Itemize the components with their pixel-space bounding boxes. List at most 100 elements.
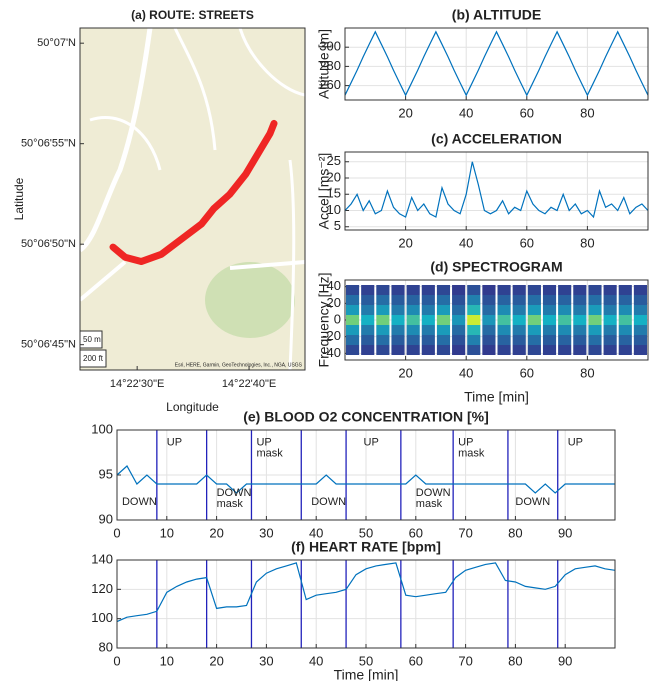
y-tick-label: -40: [322, 345, 341, 360]
spectrogram-cell: [512, 335, 526, 345]
y-tick-label: 50°06'45"N: [21, 339, 76, 351]
x-tick-label: 70: [458, 653, 472, 668]
spectrogram-cell: [558, 295, 572, 305]
spectrogram-cell: [542, 345, 557, 355]
x-tick-label: 90: [558, 525, 572, 540]
spectrogram-cell: [527, 295, 541, 305]
spectrogram-cell: [558, 305, 572, 315]
spectrogram-cell: [361, 285, 375, 295]
spectrogram-cell: [527, 315, 541, 325]
spectrogram-cell: [361, 305, 375, 315]
spectrogram-cell: [482, 285, 496, 295]
spectrogram-cell: [527, 285, 541, 295]
spectrogram-cell: [436, 295, 451, 305]
chart-title: (b) ALTITUDE: [452, 7, 541, 23]
spectrogram-cell: [558, 345, 572, 355]
spectrogram-cell: [542, 305, 557, 315]
spectrogram-cell: [633, 345, 647, 355]
spectrogram-cell: [482, 305, 496, 315]
spectrogram-cell: [467, 295, 481, 305]
chart-title: (d) SPECTROGRAM: [430, 259, 562, 275]
x-tick-label: 40: [459, 235, 473, 250]
x-tick-label: 30: [259, 653, 273, 668]
x-tick-label: 60: [520, 105, 534, 120]
x-axis-label: Time [min]: [464, 389, 529, 405]
spectrogram-cell: [421, 325, 435, 335]
spectrogram-cell: [406, 335, 420, 345]
spectrogram-cell: [436, 285, 451, 295]
spectrogram-cell: [376, 345, 390, 355]
spectrogram-cell: [512, 295, 526, 305]
y-tick-label: 20: [327, 169, 341, 184]
y-tick-label: 260: [319, 77, 341, 92]
spectrogram-cell: [376, 325, 390, 335]
spectrogram-cell: [482, 315, 496, 325]
y-tick-label: 80: [99, 639, 113, 654]
spectrogram-cell: [497, 305, 511, 315]
y-tick-label: 50°06'50"N: [21, 238, 76, 250]
spectrogram-cell: [421, 305, 435, 315]
y-tick-label: 90: [99, 511, 113, 526]
spectrogram-cell: [497, 345, 511, 355]
spectrogram-cell: [588, 315, 602, 325]
spectrogram-cell: [346, 345, 360, 355]
spectrogram-cell: [436, 305, 451, 315]
axes-frame: [79, 27, 306, 371]
spectrogram-cell: [376, 295, 390, 305]
spectrogram-cell: [421, 345, 435, 355]
spectrogram-cell: [467, 315, 481, 325]
spectrogram-cell: [603, 315, 617, 325]
spectrogram-cell: [482, 335, 496, 345]
y-tick-label: 40: [327, 278, 341, 293]
x-tick-label: 20: [209, 525, 223, 540]
x-tick-label: 40: [459, 365, 473, 380]
x-tick-label: 20: [398, 105, 412, 120]
spectrogram-cell: [346, 315, 360, 325]
annotation: DOWN: [217, 487, 252, 499]
spectrogram-cell: [633, 305, 647, 315]
spectrogram-cell: [452, 345, 466, 355]
spectrogram-cell: [391, 335, 405, 345]
x-tick-label: 10: [160, 525, 174, 540]
y-axis-label: Frequency [Hz]: [316, 273, 332, 368]
spectrogram-cell: [482, 295, 496, 305]
spectrogram-cell: [603, 335, 617, 345]
spectrogram-cell: [542, 335, 557, 345]
spectrogram-cell: [497, 315, 511, 325]
spectrogram-cell: [421, 335, 435, 345]
plot-area: [345, 152, 648, 230]
spectrogram-cell: [588, 305, 602, 315]
spectrogram-cell: [421, 295, 435, 305]
y-tick-label: 95: [99, 466, 113, 481]
spectrogram-cell: [361, 315, 375, 325]
spectrogram-cell: [391, 285, 405, 295]
chart-title: (f) HEART RATE [bpm]: [291, 539, 441, 555]
x-tick-label: 10: [160, 653, 174, 668]
annotation: UP: [256, 437, 271, 449]
spectrogram-cell: [512, 305, 526, 315]
scale-label: 200 ft: [83, 354, 104, 363]
spectrogram-cell: [603, 285, 617, 295]
x-tick-label: 60: [520, 365, 534, 380]
spectrogram-cell: [467, 305, 481, 315]
annotation: UP: [568, 437, 583, 449]
spectrogram-cell: [573, 295, 587, 305]
x-axis-label: Longitude: [166, 400, 219, 414]
spectrogram-cell: [421, 315, 435, 325]
y-axis-label: Altitude [m]: [316, 29, 332, 99]
scale-label: 50 m: [83, 335, 101, 344]
annotation: mask: [416, 498, 443, 510]
spectrogram-cell: [633, 315, 647, 325]
spectrogram-cell: [391, 295, 405, 305]
y-tick-label: -20: [322, 328, 341, 343]
spectrogram-cell: [467, 285, 481, 295]
annotation: DOWN: [416, 487, 451, 499]
spectrogram-cell: [558, 315, 572, 325]
spectrogram-cell: [376, 315, 390, 325]
spectrogram-cell: [391, 305, 405, 315]
spectrogram-cell: [618, 325, 632, 335]
spectrogram-cell: [618, 285, 632, 295]
x-tick-label: 0: [113, 653, 120, 668]
y-tick-label: 50°07'N: [37, 37, 76, 49]
